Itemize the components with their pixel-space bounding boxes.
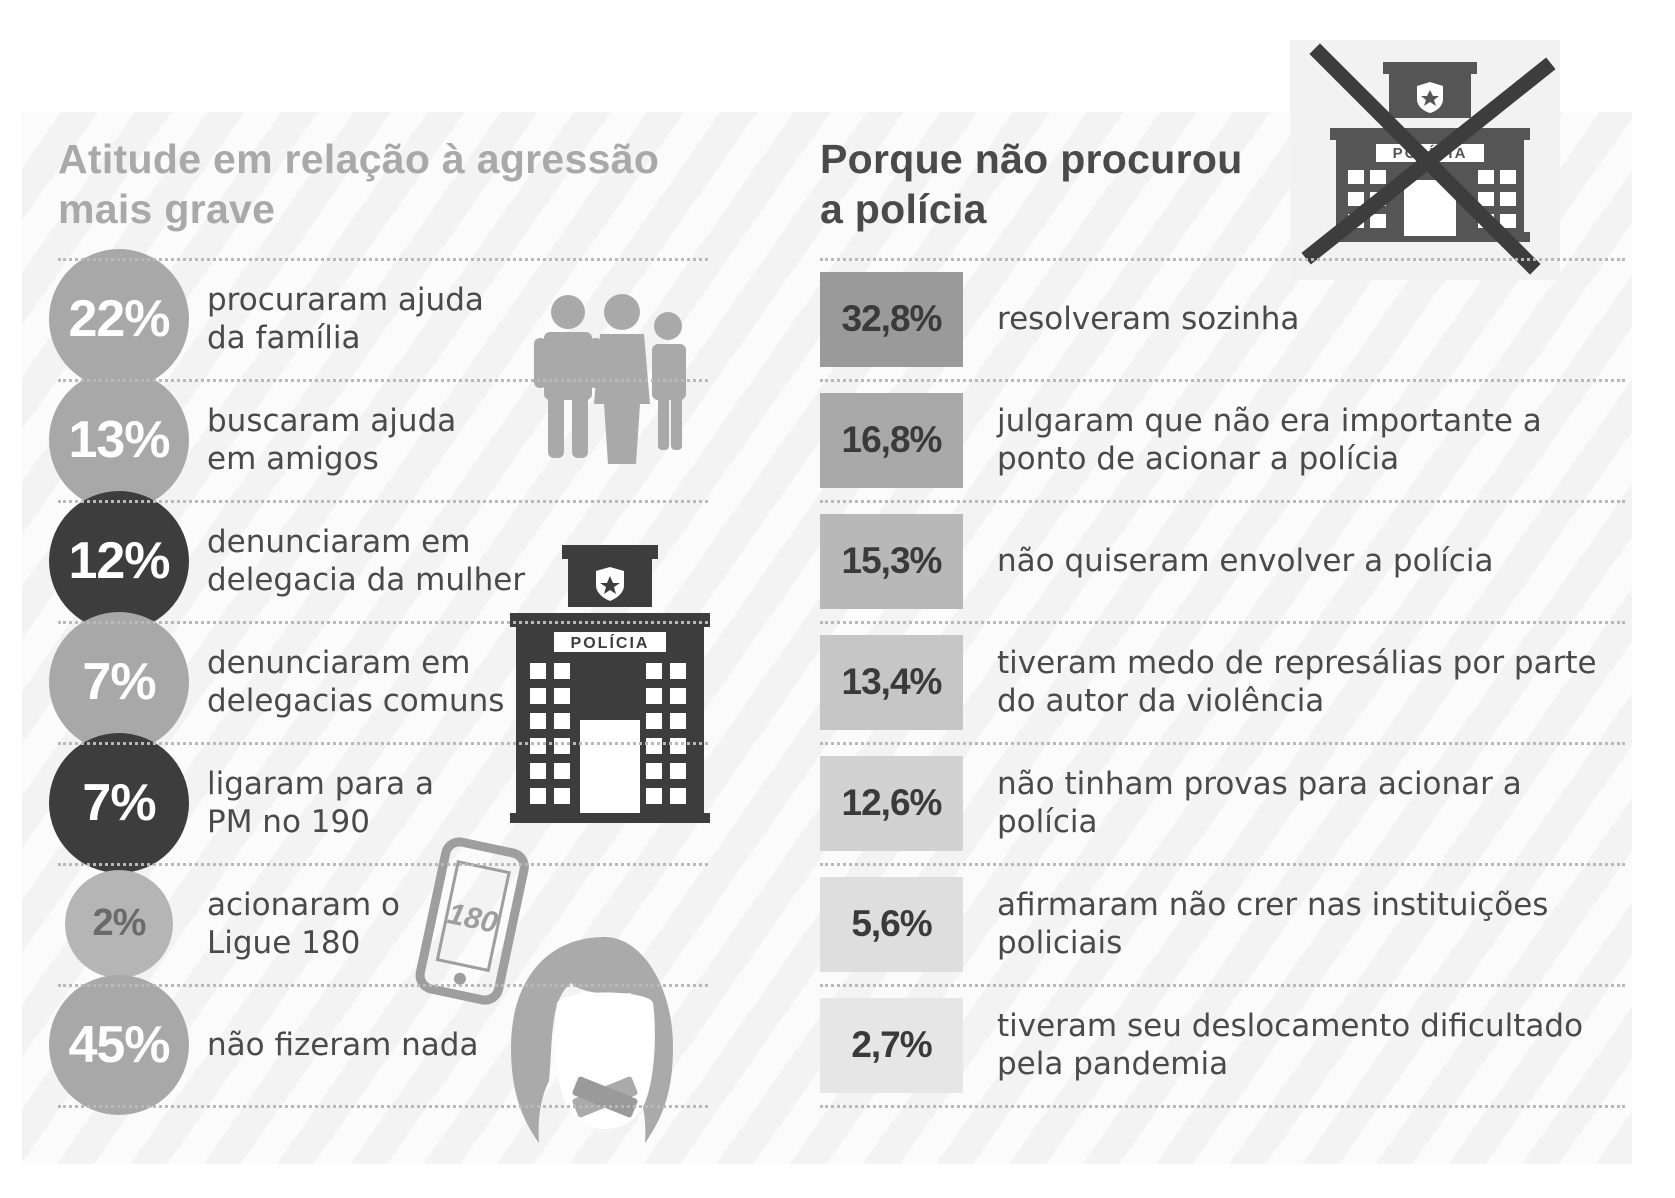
right-row-separator [820,863,1625,866]
police-station-icon: POLÍCIA [510,545,710,823]
left-row-separator [58,379,708,382]
percent-circle: 7% [49,611,189,752]
left-row-separator [58,621,708,624]
reason-label: tiveram medo de represálias por parte do… [997,644,1597,719]
window [1500,214,1516,228]
window [554,688,570,704]
right-chart-title: Porque não procurou a polícia [820,136,1243,232]
right-row-separator [820,984,1625,987]
left-row-separator [58,1105,708,1108]
window [1478,170,1494,184]
window [554,738,570,754]
window [1348,192,1364,206]
window [1500,192,1516,206]
left-row-separator [58,863,708,866]
percent-box: 5,6% [820,876,963,972]
window [554,788,570,804]
window [554,763,570,779]
window [646,713,662,729]
attitude-label: não fizeram nada [207,1026,479,1063]
window [646,763,662,779]
window [554,713,570,729]
attitude-label: buscaram ajuda em amigos [207,402,457,477]
window [646,663,662,679]
percent-circle: 2% [65,869,173,978]
reason-label: não tinham provas para acionar a polícia [997,765,1522,840]
percent-box: 15,3% [820,513,963,609]
window [670,738,686,754]
attitude-label: denunciaram em delegacia da mulher [207,523,526,598]
window [530,663,546,679]
percent-circle: 22% [49,248,189,389]
right-row-separator [820,379,1625,382]
right-row-separator [820,1105,1625,1108]
reason-label: afirmaram não crer nas instituições poli… [997,886,1549,961]
window [530,688,546,704]
window [670,763,686,779]
left-chart-title: Atitude em relação à agressão mais grave [58,136,660,232]
window [530,763,546,779]
attitude-label: denunciaram em delegacias comuns [207,644,505,719]
window [1348,170,1364,184]
reason-label: não quiseram envolver a polícia [997,542,1494,579]
attitude-label: procuraram ajuda da família [207,281,484,356]
percent-box: 2,7% [820,997,963,1093]
window [670,688,686,704]
reason-label: tiveram seu deslocamento dificultado pel… [997,1007,1584,1082]
window [1370,214,1386,228]
percent-circle: 45% [49,974,189,1115]
percent-box: 16,8% [820,392,963,488]
window [670,788,686,804]
left-row-separator [58,500,708,503]
window [646,738,662,754]
phone-icon: 180 [415,837,529,1005]
left-row-separator [58,984,708,987]
window [530,788,546,804]
family-icon [534,294,686,464]
window [554,663,570,679]
window [530,738,546,754]
percent-circle: 13% [49,369,189,510]
left-row-separator [58,742,708,745]
crossed-police-station-icon: POLÍCIA [1290,40,1560,280]
window [670,663,686,679]
left-row-separator [58,258,708,261]
percent-circle: 7% [49,732,189,873]
attitude-label: acionaram o Ligue 180 [207,886,401,961]
window [646,788,662,804]
percent-box: 32,8% [820,271,963,367]
percent-circle: 12% [49,490,189,631]
phone-label: 180 [445,897,501,940]
window [646,688,662,704]
right-row-separator [820,621,1625,624]
attitude-label: ligaram para a PM no 190 [207,765,434,840]
reason-label: resolveram sozinha [997,300,1300,337]
silenced-woman-icon [511,937,673,1143]
percent-box: 12,6% [820,755,963,851]
window [670,713,686,729]
window [530,713,546,729]
reason-label: julgaram que não era importante a ponto … [997,402,1542,477]
right-row-separator [820,258,1625,261]
window [1500,170,1516,184]
right-row-separator [820,742,1625,745]
window [1478,192,1494,206]
window [1370,170,1386,184]
police-label: POLÍCIA [571,633,650,652]
percent-box: 13,4% [820,634,963,730]
right-row-separator [820,500,1625,503]
